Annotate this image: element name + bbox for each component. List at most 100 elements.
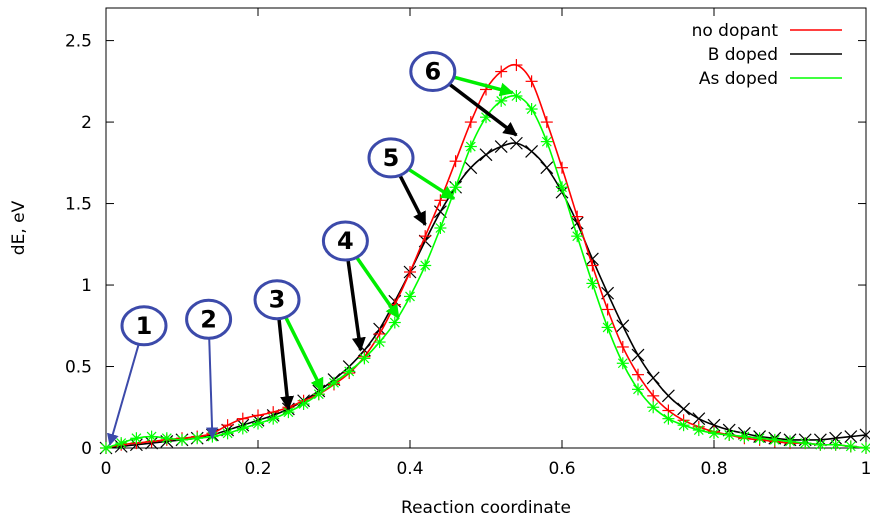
- annotation-number: 1: [136, 312, 153, 340]
- marker-stroke: [663, 413, 674, 424]
- x-tick-label: 0.4: [396, 459, 423, 479]
- marker-stroke: [479, 148, 493, 162]
- annotation-arrow: [206, 337, 219, 440]
- data-point: [616, 340, 629, 353]
- data-point: [692, 412, 706, 426]
- data-point: [647, 401, 660, 414]
- y-tick-label: 0: [81, 439, 92, 459]
- marker-stroke: [739, 431, 750, 442]
- data-point: [145, 430, 158, 443]
- data-point: [191, 432, 204, 445]
- annotation-arrow: [277, 317, 295, 411]
- data-point: [404, 290, 416, 303]
- marker-stroke: [526, 104, 537, 114]
- data-point: [647, 389, 660, 402]
- marker-stroke: [646, 371, 660, 385]
- marker-stroke: [329, 377, 339, 388]
- annotation-number: 5: [383, 144, 400, 172]
- data-point: [768, 433, 781, 446]
- data-point: [252, 417, 264, 430]
- data-point: [616, 319, 630, 333]
- legend-entry: As doped: [699, 69, 842, 89]
- data-point: [495, 65, 508, 78]
- marker-stroke: [572, 231, 583, 242]
- data-point: [115, 437, 128, 450]
- data-point: [753, 432, 766, 445]
- marker-stroke: [769, 434, 780, 445]
- marker-stroke: [161, 433, 172, 444]
- data-point: [494, 140, 508, 153]
- marker-stroke: [509, 136, 523, 150]
- data-point: [130, 432, 143, 445]
- annotation-arrow: [107, 342, 140, 446]
- marker-stroke: [602, 322, 613, 333]
- data-point: [373, 336, 386, 349]
- marker-stroke: [237, 423, 248, 434]
- marker-stroke: [692, 412, 706, 426]
- annotation-number: 4: [337, 227, 354, 255]
- marker-stroke: [633, 384, 643, 395]
- data-point: [616, 357, 629, 370]
- annotation-2: 2: [185, 298, 233, 440]
- legend-label: As doped: [699, 69, 778, 89]
- data-point: [358, 352, 371, 365]
- marker-stroke: [253, 418, 263, 429]
- y-axis-label: dE, eV: [9, 200, 29, 255]
- data-point: [723, 428, 736, 441]
- data-point: [646, 371, 660, 385]
- series-layer: [99, 59, 870, 455]
- marker-stroke: [420, 260, 431, 271]
- marker-stroke: [374, 337, 385, 347]
- x-tick-label: 0: [101, 459, 112, 479]
- data-point: [160, 432, 173, 445]
- series-line: [105, 94, 867, 449]
- data-point: [586, 277, 599, 290]
- data-point: [236, 422, 249, 435]
- marker-stroke: [800, 438, 811, 449]
- marker-stroke: [678, 420, 689, 431]
- annotation-3: 3: [253, 279, 325, 411]
- marker-stroke: [540, 161, 554, 175]
- data-point: [510, 59, 523, 72]
- marker-stroke: [496, 95, 507, 106]
- data-point: [601, 321, 614, 334]
- annotation-badge: [409, 51, 457, 93]
- data-point: [829, 431, 843, 445]
- data-point: [388, 316, 401, 329]
- annotation-number: 3: [269, 286, 286, 314]
- data-point: [479, 148, 493, 162]
- annotation-arrow: [449, 74, 514, 97]
- annotation-4: 4: [321, 220, 401, 352]
- data-point: [328, 376, 340, 389]
- legend-label: no dopant: [692, 21, 779, 41]
- annotation-badge: [185, 298, 233, 340]
- annotation-arrow: [283, 315, 325, 393]
- annotation-arrow: [446, 81, 518, 137]
- legend: no dopant B doped As doped: [692, 21, 842, 89]
- marker-stroke: [616, 319, 630, 333]
- series-as-doped: [100, 90, 870, 454]
- marker-stroke: [815, 439, 826, 450]
- data-point: [829, 438, 842, 451]
- data-point: [297, 398, 310, 410]
- marker-stroke: [192, 433, 203, 444]
- data-point: [495, 94, 508, 107]
- marker-stroke: [222, 428, 233, 439]
- x-tick-label: 1: [861, 459, 870, 479]
- series-b-doped: [99, 136, 870, 455]
- marker-stroke: [116, 438, 127, 449]
- marker-stroke: [693, 425, 704, 435]
- data-point: [692, 424, 705, 437]
- data-point: [540, 161, 554, 175]
- marker-stroke: [433, 205, 447, 219]
- marker-stroke: [131, 433, 142, 444]
- marker-stroke: [389, 317, 400, 328]
- marker-stroke: [541, 136, 552, 147]
- marker-stroke: [464, 161, 478, 175]
- data-point: [556, 161, 568, 174]
- data-point: [464, 140, 477, 153]
- axes: 0 0.2 0.4 0.6 0.8 1 0 0.5 1 1.5 2 2.5: [65, 7, 870, 479]
- data-point: [419, 230, 432, 243]
- marker-stroke: [511, 91, 522, 101]
- plot-frame: [105, 7, 867, 449]
